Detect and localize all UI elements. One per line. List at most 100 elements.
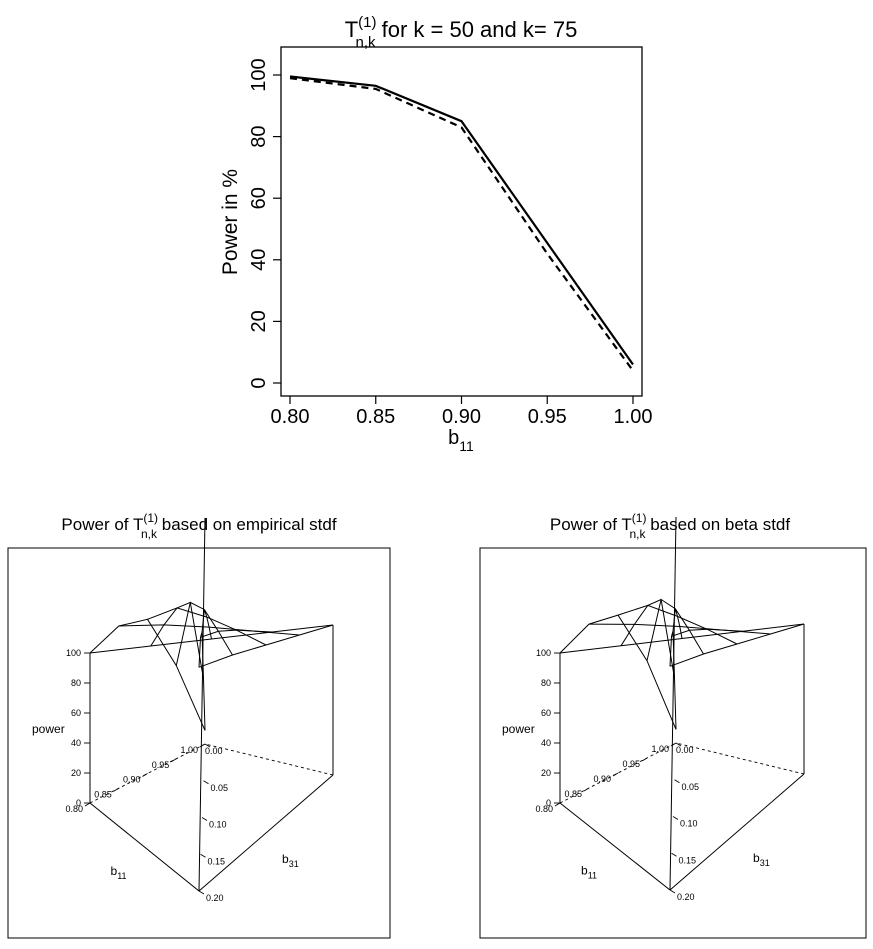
b11-tick-mark bbox=[641, 757, 648, 762]
b31-tick-mark bbox=[671, 852, 677, 857]
b31-tick-mark bbox=[669, 889, 676, 894]
z-tick-label: 100 bbox=[66, 648, 81, 658]
base-edge-b31 bbox=[669, 773, 805, 891]
b31-tick-mark bbox=[672, 816, 679, 820]
y-axis-label: Power in % bbox=[219, 169, 242, 275]
z-tick-label: 20 bbox=[71, 768, 81, 778]
y-tick-label: 20 bbox=[248, 310, 270, 332]
surface-mesh-line bbox=[150, 601, 204, 680]
line-chart-frame bbox=[280, 46, 643, 397]
z-tick-label: 0 bbox=[76, 798, 81, 808]
surface-plot-beta: Power of T(1) n,k based on beta stdf 0 20 4… bbox=[479, 511, 867, 939]
hidden-base-edge bbox=[559, 742, 677, 804]
b11-tick-label: 0.90 bbox=[123, 775, 141, 785]
x-tick-label: 0.80 bbox=[271, 406, 310, 428]
b31-tick-mark bbox=[198, 890, 205, 895]
b11-tick-label: 1.00 bbox=[180, 745, 198, 755]
surface-empirical-content: 0 20 40 60 80 100 power 0.80 0.85 0.90 0.95 1.00 0.0… bbox=[32, 517, 334, 903]
surface-mesh-line bbox=[671, 628, 744, 637]
b31-axis-label-sub: 31 bbox=[760, 858, 770, 868]
b31-tick-label: 0.05 bbox=[682, 782, 700, 792]
b31-tick-mark bbox=[203, 780, 209, 785]
surface-plot-empirical: Power of T(1) n,k based on empirical stdf… bbox=[7, 511, 391, 939]
hidden-base-edge bbox=[204, 743, 334, 776]
b31-tick-label: 0.15 bbox=[679, 855, 697, 865]
surface-empirical-title: Power of T(1) n,k based on empirical stdf bbox=[61, 511, 336, 541]
surface-beta-content: 0 20 40 60 80 100 power 0.80 0.85 0.90 0.95 1.00 0.0… bbox=[502, 516, 805, 902]
z-tick-label: 100 bbox=[536, 648, 551, 658]
z-tick-label: 20 bbox=[541, 768, 551, 778]
y-axis: 0 20 40 60 80 100 bbox=[248, 58, 281, 389]
z-tick-label: 60 bbox=[71, 708, 81, 718]
surface-mesh-line bbox=[89, 618, 206, 731]
b31-tick-mark bbox=[204, 743, 211, 748]
b11-tick-mark bbox=[670, 742, 677, 747]
y-tick-label: 40 bbox=[248, 249, 270, 271]
base-edge-b11 bbox=[89, 802, 200, 892]
b11-tick-label: 0.95 bbox=[622, 759, 640, 769]
b11-axis-label: b11 bbox=[581, 864, 597, 881]
b11-tick-mark bbox=[113, 787, 119, 792]
z-axis-label: power bbox=[32, 722, 65, 736]
x-tick-label: 0.95 bbox=[528, 406, 567, 428]
b11-tick-mark bbox=[84, 802, 91, 807]
b11-tick-mark bbox=[612, 772, 619, 777]
b11-tick-label: 0.95 bbox=[152, 760, 170, 770]
surface-mesh-line bbox=[200, 629, 273, 638]
b31-tick-mark bbox=[675, 742, 682, 747]
base-edge-b11 bbox=[559, 802, 671, 891]
x-axis-label: b11 bbox=[448, 427, 474, 454]
hidden-base-edge bbox=[675, 742, 805, 775]
box-edge-vertical bbox=[198, 517, 206, 892]
b11-tick-mark bbox=[171, 758, 177, 763]
x-tick-label: 0.90 bbox=[442, 406, 481, 428]
z-tick-label: 80 bbox=[71, 678, 81, 688]
b31-tick-label: 0.10 bbox=[209, 820, 227, 830]
b11-axis-label-sub: 11 bbox=[117, 871, 126, 881]
b31-axis-label: b31 bbox=[282, 852, 299, 869]
z-tick-label: 80 bbox=[541, 678, 551, 688]
b11-tick-label: 1.00 bbox=[651, 744, 669, 754]
z-axis-label: power bbox=[502, 722, 535, 736]
line-chart-title: T(1) n,k for k = 50 and k= 75 bbox=[345, 14, 578, 51]
b11-tick-label: 0.85 bbox=[564, 789, 582, 799]
b11-tick-mark bbox=[199, 743, 206, 748]
solid-series-line bbox=[289, 75, 634, 366]
b31-axis-label-sub: 31 bbox=[289, 859, 299, 869]
z-tick-label: 40 bbox=[71, 738, 81, 748]
base-edge-b31 bbox=[198, 774, 334, 892]
b31-tick-label: 0.10 bbox=[680, 819, 698, 829]
x-tick-label: 0.85 bbox=[356, 406, 395, 428]
y-tick-label: 80 bbox=[248, 125, 270, 147]
b11-tick-label: 0.90 bbox=[593, 774, 611, 784]
b31-tick-label: 0.00 bbox=[205, 746, 223, 756]
b31-tick-label: 0.20 bbox=[677, 892, 695, 902]
box-edge-vertical bbox=[669, 516, 677, 891]
surface-mesh-line bbox=[620, 598, 675, 679]
dashed-series-line bbox=[289, 77, 634, 372]
b31-tick-label: 0.20 bbox=[206, 893, 224, 903]
line-series-group bbox=[289, 75, 634, 372]
x-axis: 0.80 0.85 0.90 0.95 1.00 bbox=[271, 396, 653, 428]
surface-mesh-line bbox=[672, 608, 683, 639]
b31-tick-mark bbox=[201, 817, 208, 821]
b31-tick-mark bbox=[674, 779, 680, 784]
b11-tick-label: 0.85 bbox=[94, 789, 112, 799]
surface-mesh-line bbox=[669, 623, 805, 667]
b31-tick-label: 0.15 bbox=[208, 856, 226, 866]
b11-axis-label: b11 bbox=[111, 864, 127, 881]
x-tick-label: 1.00 bbox=[614, 406, 653, 428]
y-tick-label: 100 bbox=[248, 58, 270, 91]
b31-tick-label: 0.00 bbox=[676, 745, 694, 755]
b11-tick-mark bbox=[142, 773, 148, 777]
b31-axis-label: b31 bbox=[753, 851, 770, 868]
b11-axis-label-sub: 11 bbox=[588, 871, 597, 881]
b11-tick-mark bbox=[554, 802, 561, 807]
z-tick-label: 40 bbox=[541, 738, 551, 748]
z-tick-label: 60 bbox=[541, 708, 551, 718]
b31-tick-label: 0.05 bbox=[211, 783, 229, 793]
z-tick-label: 0 bbox=[546, 798, 551, 808]
surface-mesh-line bbox=[559, 614, 677, 730]
surface-empirical-frame bbox=[7, 547, 391, 939]
surface-mesh-line bbox=[201, 609, 212, 640]
